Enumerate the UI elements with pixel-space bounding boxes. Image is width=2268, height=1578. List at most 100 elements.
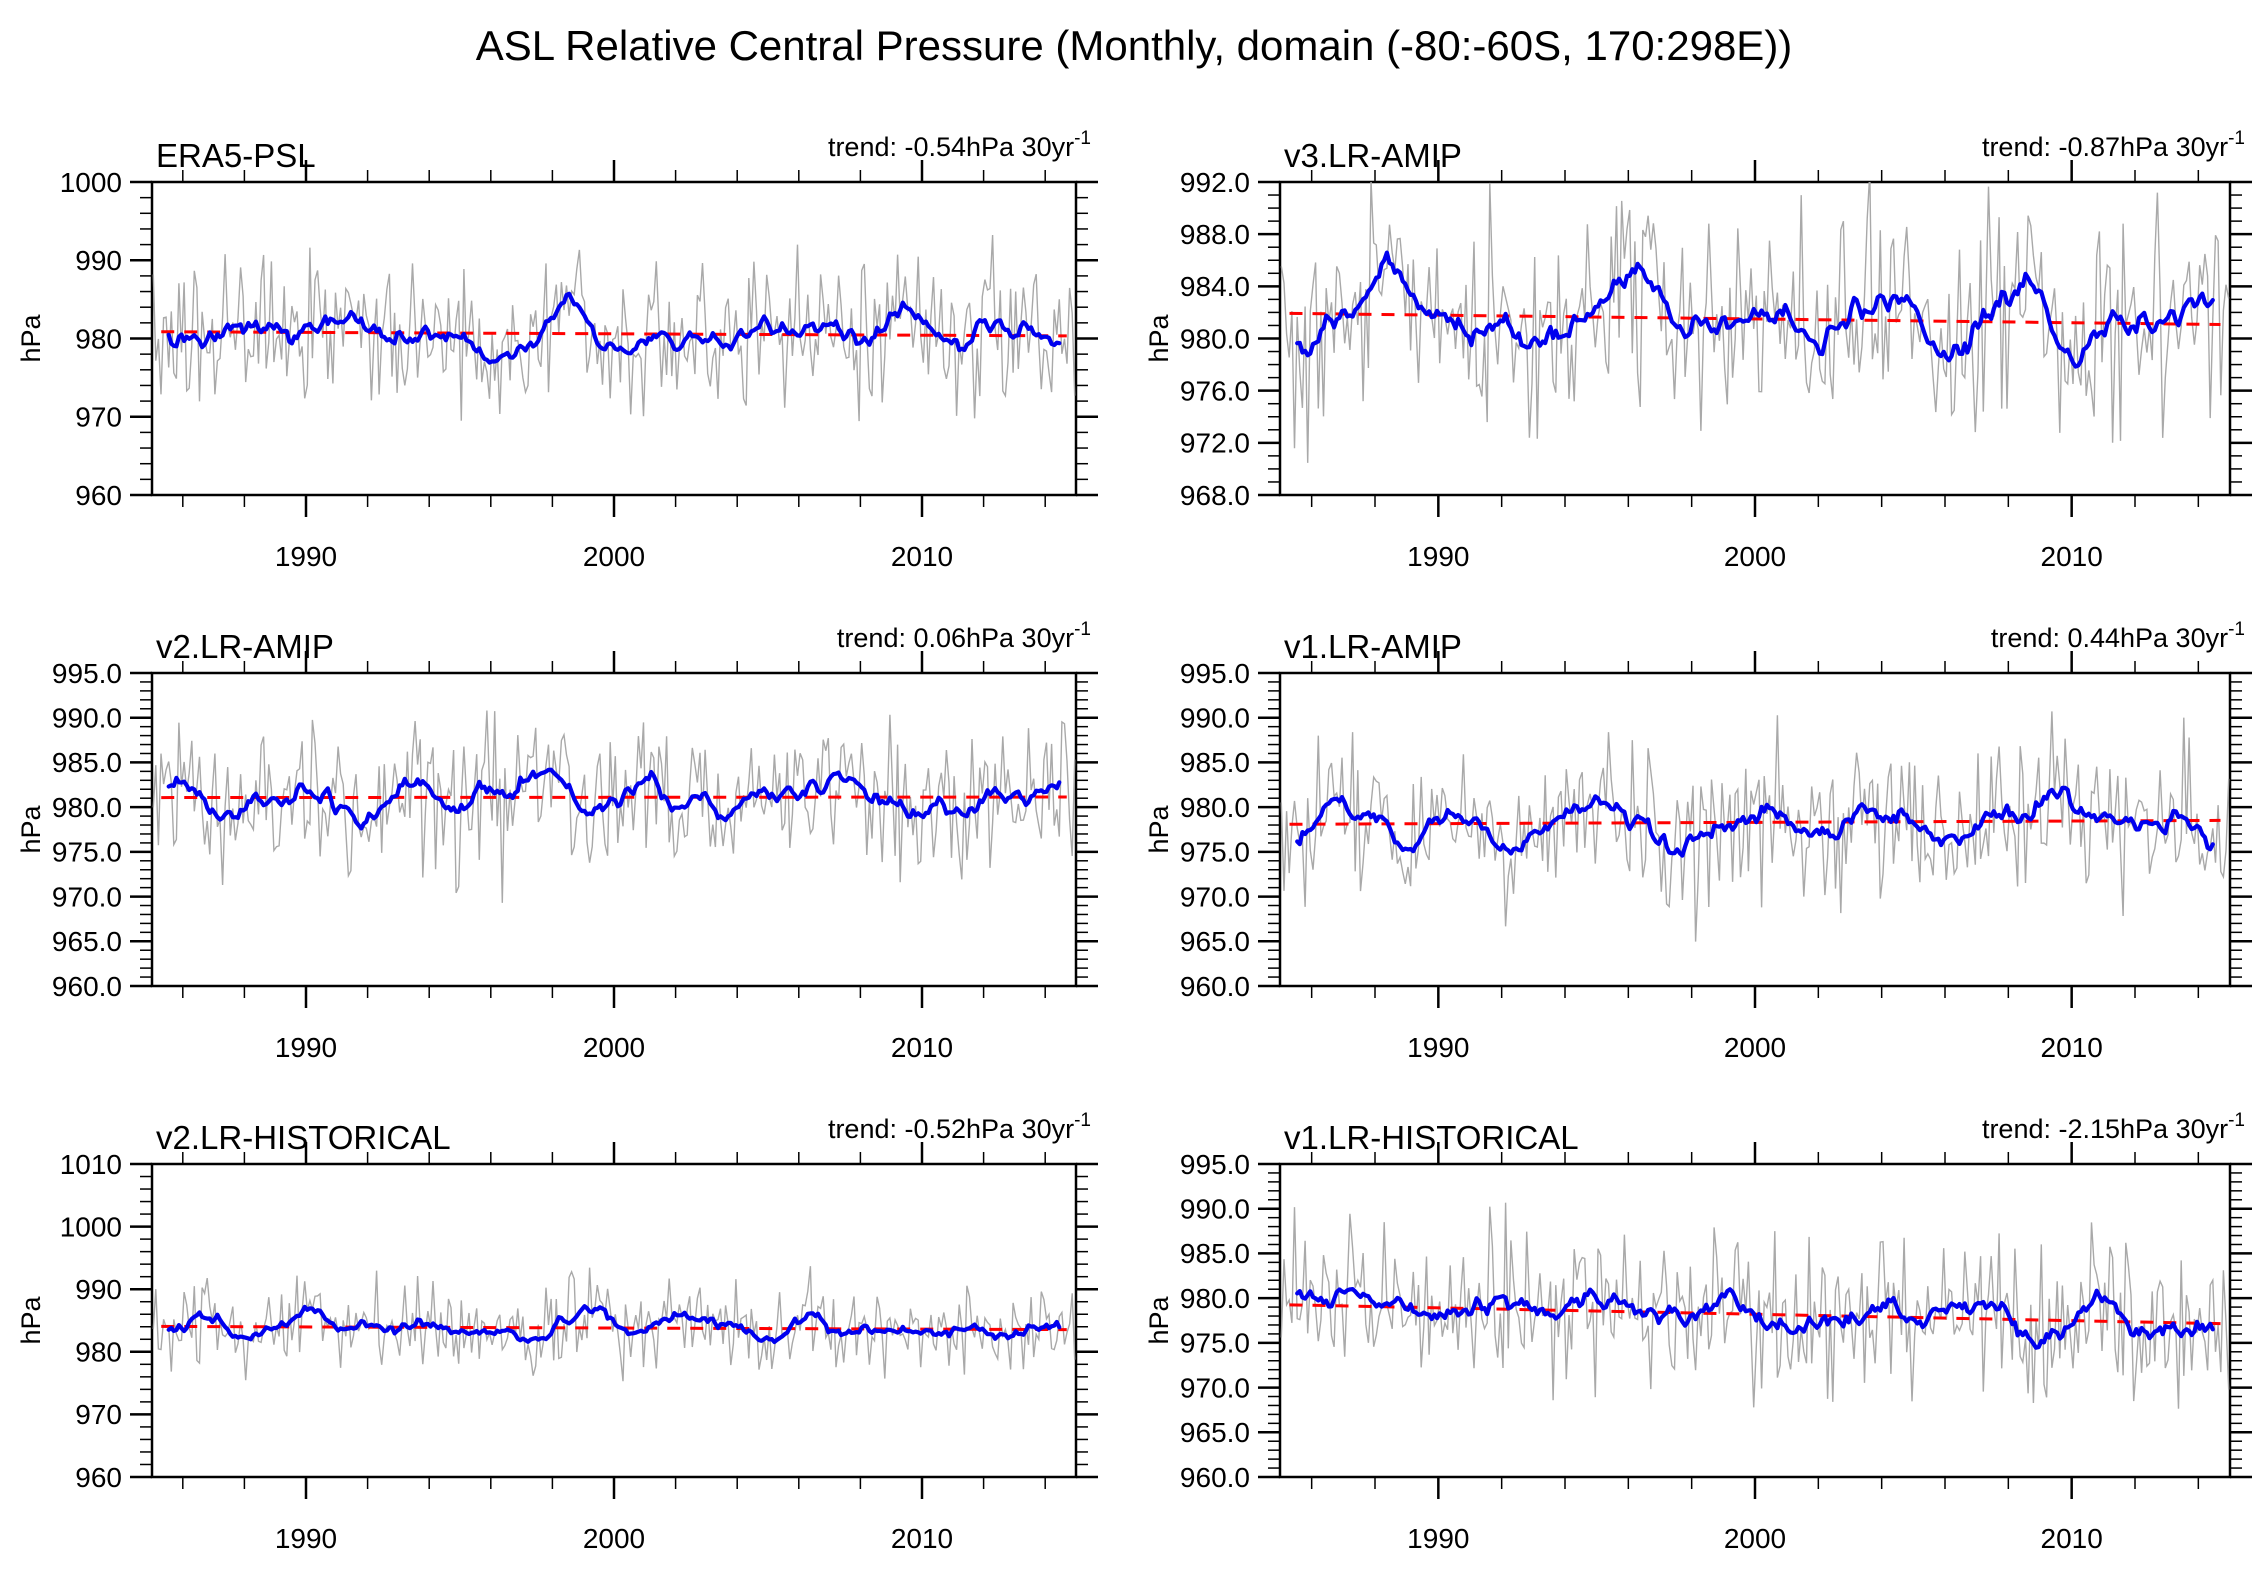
axis-ticks	[1258, 160, 2252, 517]
svg-text:1000: 1000	[60, 167, 122, 198]
plot-box	[1278, 180, 2232, 497]
svg-text:995.0: 995.0	[1180, 658, 1250, 689]
panel-era5-psl: 960 970 980 990 1000 1990 2000 2010 hPa ERA5-PSL t…	[16, 128, 1098, 572]
svg-text:972.0: 972.0	[1180, 428, 1250, 459]
svg-text:990.0: 990.0	[1180, 703, 1250, 734]
y-tick-labels: 960.0 965.0 970.0 975.0 980.0 985.0 990.0 995.0	[1180, 1149, 1250, 1493]
smoothed-series-line	[1295, 250, 2215, 369]
svg-text:980.0: 980.0	[1180, 323, 1250, 354]
y-tick-labels: 960.0 965.0 970.0 975.0 980.0 985.0 990.0 995.0	[52, 658, 122, 1002]
y-tick-labels: 960 970 980 990 1000 1010	[60, 1149, 122, 1493]
monthly-series-line	[1280, 711, 2230, 942]
x-tick-labels: 1990 2000 2010	[1407, 541, 2103, 572]
panel-v2-lr-amip: 960.0 965.0 970.0 975.0 980.0 985.0 990.0 995.0…	[16, 619, 1098, 1063]
svg-text:960.0: 960.0	[1180, 971, 1250, 1002]
svg-text:992.0: 992.0	[1180, 167, 1250, 198]
y-tick-labels: 960 970 980 990 1000	[60, 167, 122, 511]
svg-text:1990: 1990	[1407, 1032, 1469, 1063]
svg-text:1990: 1990	[1407, 1523, 1469, 1554]
svg-text:980.0: 980.0	[1180, 792, 1250, 823]
svg-text:984.0: 984.0	[1180, 271, 1250, 302]
svg-text:980.0: 980.0	[52, 792, 122, 823]
panel-title: v3.LR-AMIP	[1284, 137, 1462, 174]
svg-text:990: 990	[75, 1274, 122, 1305]
plot-box	[1278, 1162, 2232, 1479]
svg-text:2010: 2010	[2041, 1523, 2103, 1554]
svg-text:2010: 2010	[891, 1523, 953, 1554]
monthly-series-line	[1280, 1202, 2230, 1409]
svg-text:990.0: 990.0	[52, 703, 122, 734]
svg-text:960.0: 960.0	[52, 971, 122, 1002]
svg-text:1000: 1000	[60, 1211, 122, 1242]
trend-dashed-line	[161, 1324, 1067, 1332]
svg-text:970.0: 970.0	[1180, 881, 1250, 912]
plot-box	[150, 1162, 1078, 1479]
panel-v1-lr-historical: 960.0 965.0 970.0 975.0 980.0 985.0 990.0 995.0…	[1144, 1110, 2252, 1554]
panel-title: v2.LR-HISTORICAL	[156, 1119, 451, 1156]
svg-text:988.0: 988.0	[1180, 219, 1250, 250]
axis-ticks	[1258, 651, 2252, 1008]
smoothed-series-line	[166, 1304, 1062, 1345]
trend-label: trend: 0.44hPa 30yr-1	[1991, 619, 2245, 653]
axis-ticks	[1258, 1142, 2252, 1499]
axis-ticks	[130, 651, 1098, 1008]
svg-text:970: 970	[75, 402, 122, 433]
series-layer	[152, 234, 1076, 422]
svg-text:1010: 1010	[60, 1149, 122, 1180]
svg-text:970.0: 970.0	[1180, 1372, 1250, 1403]
svg-text:2010: 2010	[891, 1032, 953, 1063]
svg-text:975.0: 975.0	[1180, 1328, 1250, 1359]
svg-text:2000: 2000	[1724, 1523, 1786, 1554]
svg-text:985.0: 985.0	[1180, 1238, 1250, 1269]
svg-text:965.0: 965.0	[1180, 1417, 1250, 1448]
panel-title: v1.LR-AMIP	[1284, 628, 1462, 665]
svg-text:975.0: 975.0	[1180, 837, 1250, 868]
y-axis-label: hPa	[1144, 1295, 1174, 1344]
svg-text:2000: 2000	[1724, 1032, 1786, 1063]
svg-text:965.0: 965.0	[1180, 926, 1250, 957]
svg-text:2010: 2010	[891, 541, 953, 572]
svg-text:2010: 2010	[2041, 541, 2103, 572]
y-axis-label: hPa	[1144, 313, 1174, 362]
svg-text:976.0: 976.0	[1180, 375, 1250, 406]
svg-text:980: 980	[75, 1337, 122, 1368]
y-tick-labels: 968.0 972.0 976.0 980.0 984.0 988.0 992.0	[1180, 167, 1250, 511]
axis-ticks	[130, 1142, 1098, 1499]
svg-text:965.0: 965.0	[52, 926, 122, 957]
svg-text:960: 960	[75, 1462, 122, 1493]
trend-label: trend: -0.87hPa 30yr-1	[1982, 128, 2245, 162]
trend-label: trend: -0.54hPa 30yr-1	[828, 128, 1091, 162]
trend-dashed-line	[161, 330, 1067, 338]
svg-text:990.0: 990.0	[1180, 1194, 1250, 1225]
svg-text:970: 970	[75, 1399, 122, 1430]
monthly-series-line	[152, 710, 1076, 903]
trend-label: trend: 0.06hPa 30yr-1	[837, 619, 1091, 653]
svg-text:1990: 1990	[1407, 541, 1469, 572]
svg-text:995.0: 995.0	[52, 658, 122, 689]
svg-text:970.0: 970.0	[52, 881, 122, 912]
svg-text:980.0: 980.0	[1180, 1283, 1250, 1314]
svg-text:975.0: 975.0	[52, 837, 122, 868]
y-axis-label: hPa	[16, 1295, 46, 1344]
series-layer	[152, 710, 1076, 903]
svg-text:1990: 1990	[275, 1523, 337, 1554]
svg-text:1990: 1990	[275, 541, 337, 572]
x-tick-labels: 1990 2000 2010	[275, 1032, 953, 1063]
plot-box	[150, 671, 1078, 988]
panel-title: v2.LR-AMIP	[156, 628, 334, 665]
panel-title: ERA5-PSL	[156, 137, 316, 174]
trend-label: trend: -0.52hPa 30yr-1	[828, 1110, 1091, 1144]
svg-text:2000: 2000	[583, 541, 645, 572]
y-axis-label: hPa	[16, 313, 46, 362]
smoothed-series-line	[1295, 1287, 2215, 1350]
svg-text:990: 990	[75, 245, 122, 276]
trend-dashed-line	[1289, 311, 2221, 326]
series-layer	[152, 1266, 1076, 1382]
svg-text:2000: 2000	[583, 1523, 645, 1554]
panel-v2-lr-historical: 960 970 980 990 1000 1010 1990 2000 2010 hPa v2.LR…	[16, 1110, 1098, 1554]
panel-v3-lr-amip: 968.0 972.0 976.0 980.0 984.0 988.0 992.0 1990 2…	[1144, 128, 2252, 572]
svg-text:2010: 2010	[2041, 1032, 2103, 1063]
figure-title: ASL Relative Central Pressure (Monthly, …	[475, 22, 1793, 69]
series-layer	[1280, 182, 2230, 463]
